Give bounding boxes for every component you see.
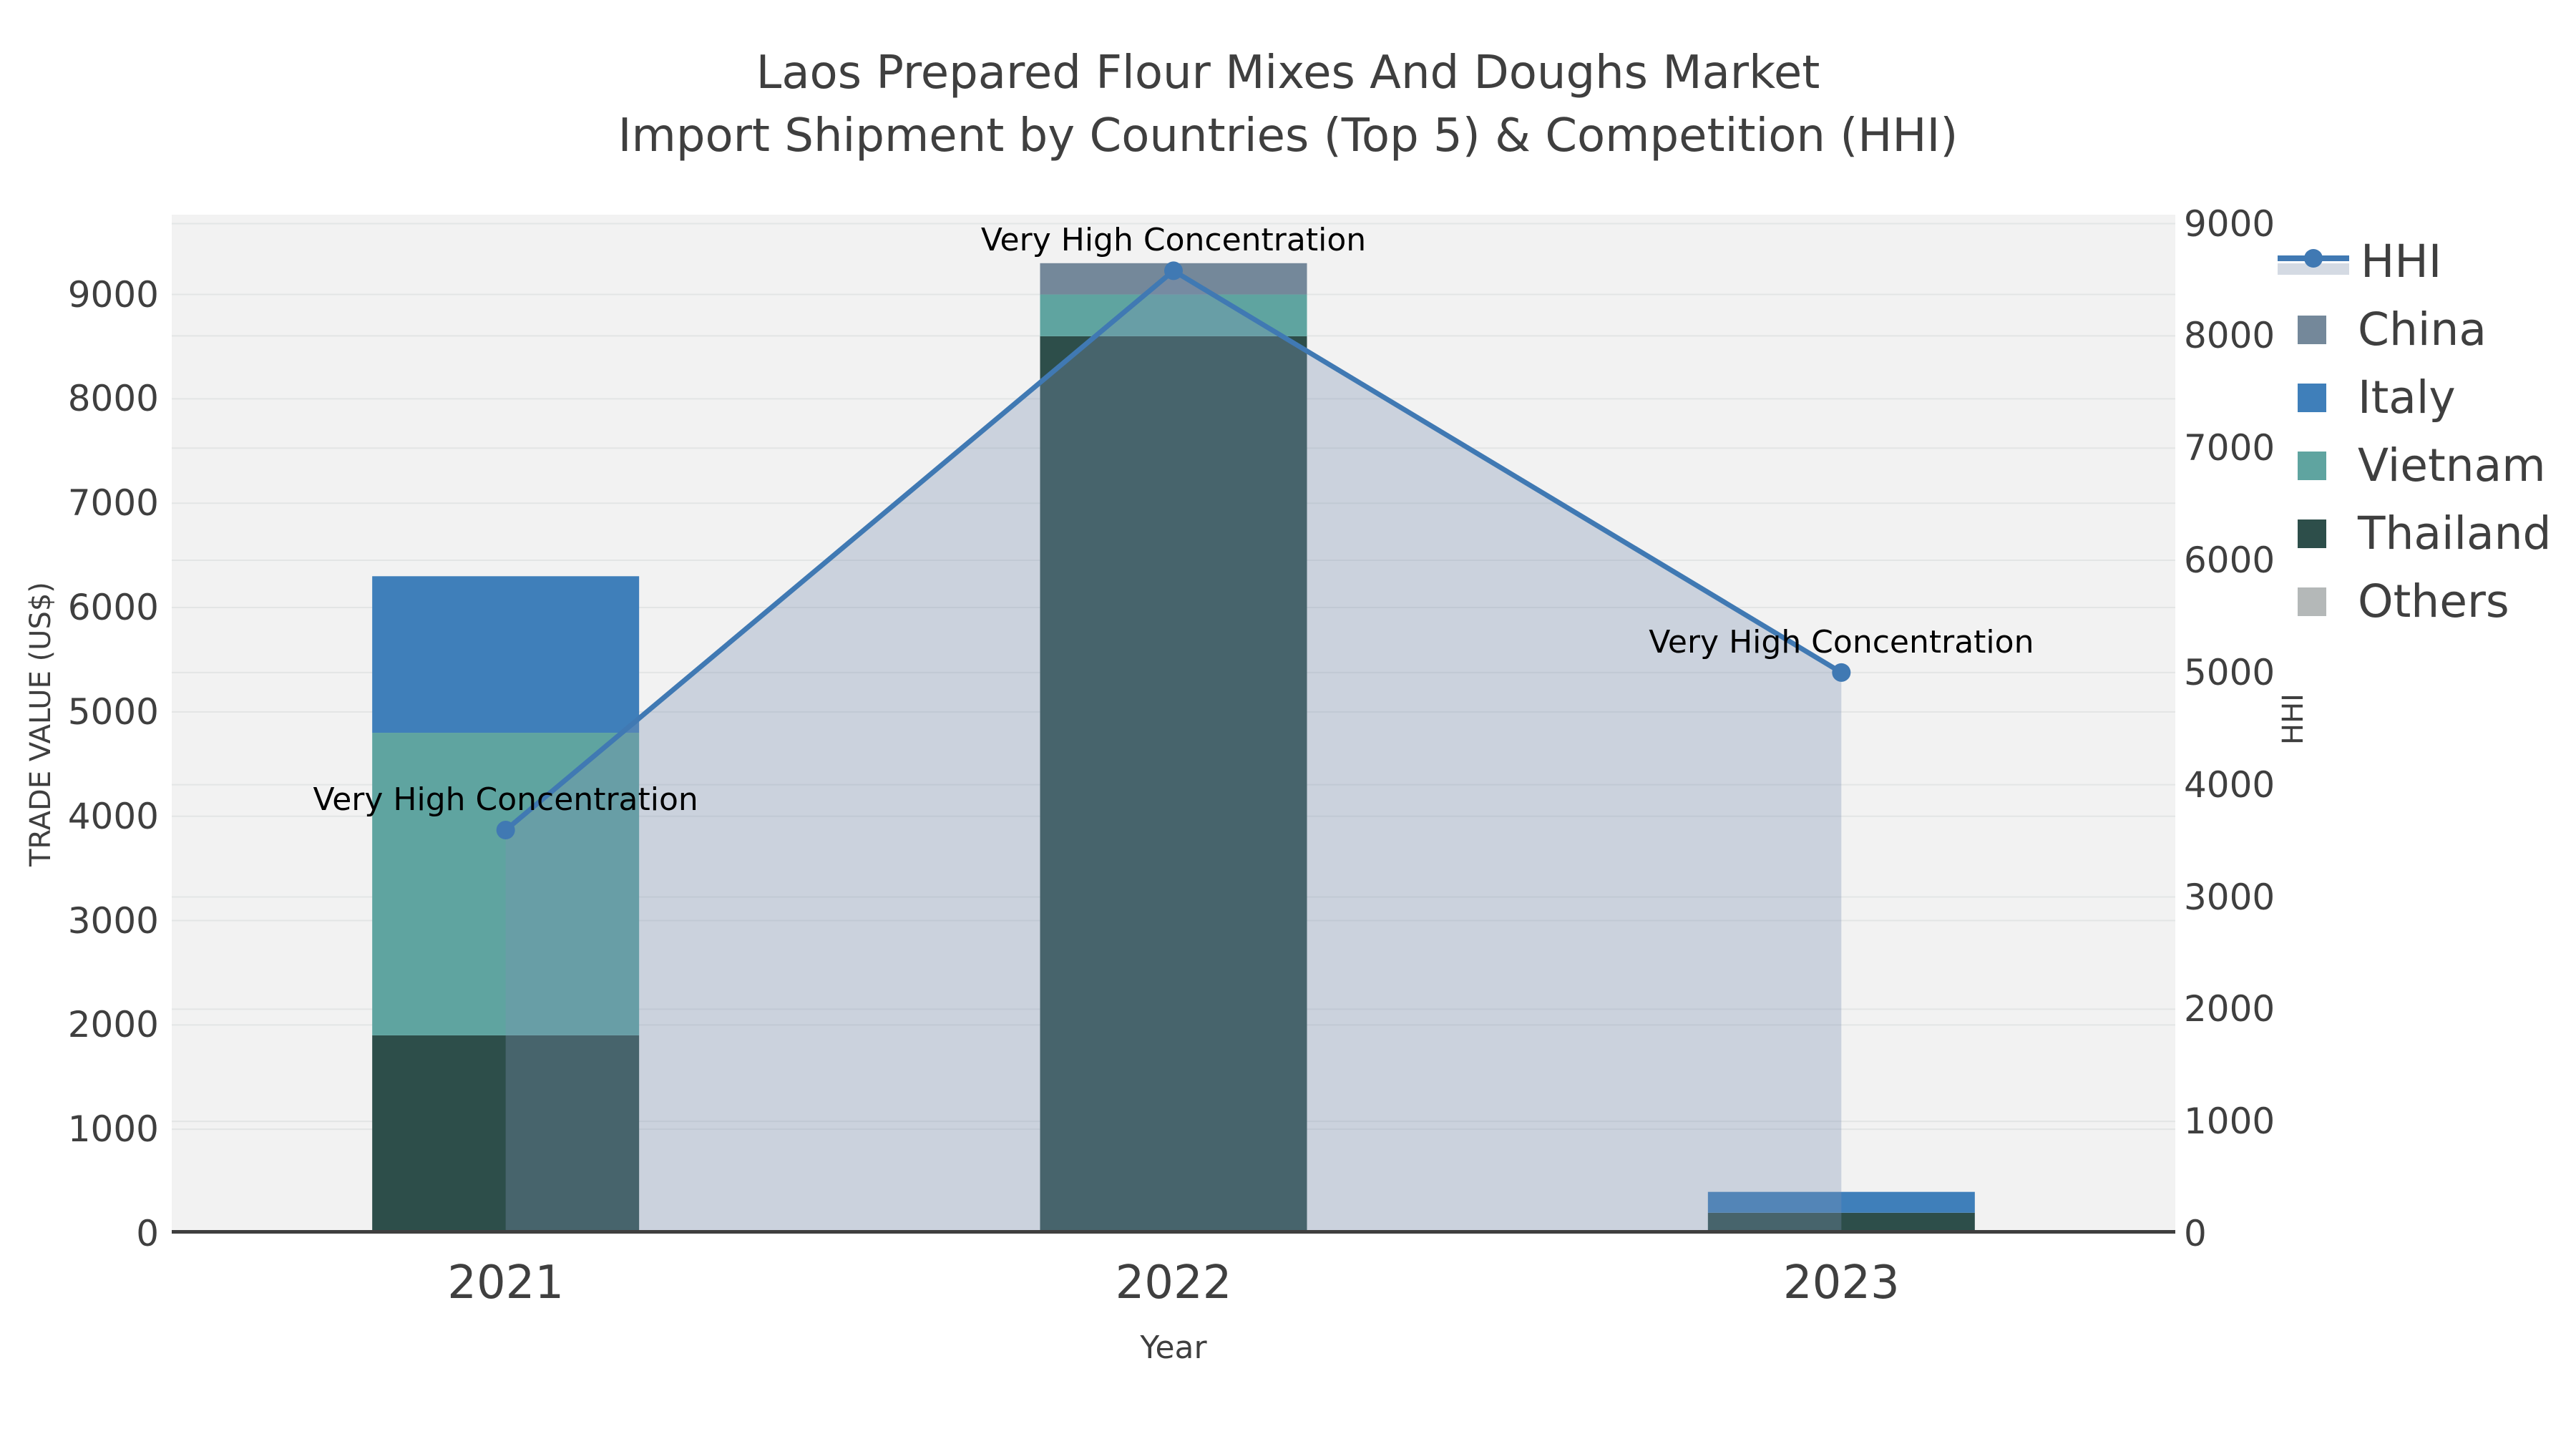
left-tick-2000: 2000	[67, 1004, 159, 1046]
legend-item-hhi: HHI	[2273, 228, 2576, 296]
chart-title-line1: Laos Prepared Flour Mixes And Doughs Mar…	[756, 47, 1820, 99]
china-swatch-icon	[2298, 315, 2326, 344]
bar-thailand-2021	[372, 1035, 640, 1234]
italy-swatch-icon	[2298, 383, 2326, 412]
x-tick-2021: 2021	[447, 1257, 565, 1309]
legend-label-thailand: Thailand	[2358, 507, 2552, 560]
hhi-point-2022	[1164, 261, 1183, 280]
right-tick-6000: 6000	[2184, 540, 2275, 582]
left-tick-5000: 5000	[67, 691, 159, 733]
hhi-point-2023	[1832, 663, 1851, 682]
right-axis-title: HHI	[2277, 693, 2310, 745]
hhi-line-marker-icon	[2278, 248, 2349, 275]
x-axis-title: Year	[1140, 1330, 1207, 1366]
right-tick-0: 0	[2184, 1213, 2207, 1254]
right-tick-9000: 9000	[2184, 203, 2275, 245]
left-tick-7000: 7000	[67, 482, 159, 525]
bar-vietnam-2021	[372, 733, 640, 1035]
right-tick-7000: 7000	[2184, 427, 2275, 469]
left-tick-6000: 6000	[67, 587, 159, 629]
right-tick-3000: 3000	[2184, 876, 2275, 918]
legend-label-others: Others	[2358, 575, 2509, 628]
chart-title: Laos Prepared Flour Mixes And Doughs Mar…	[0, 42, 2576, 167]
right-tick-1000: 1000	[2184, 1101, 2275, 1143]
bar-italy-2023	[1707, 1191, 1975, 1213]
left-tick-1000: 1000	[67, 1108, 159, 1151]
legend-label-china: China	[2358, 303, 2487, 356]
legend: HHI China Italy Vietnam Thailand Others	[2273, 222, 2576, 650]
legend-item-italy: Italy	[2273, 364, 2576, 431]
left-tick-3000: 3000	[67, 899, 159, 942]
left-tick-9000: 9000	[67, 273, 159, 316]
x-tick-2022: 2022	[1115, 1257, 1232, 1309]
annotation-2021: Very High Concentration	[313, 781, 698, 819]
bar-thailand-2022	[1040, 336, 1307, 1234]
right-tick-4000: 4000	[2184, 763, 2275, 806]
bar-italy-2021	[372, 576, 640, 733]
right-tick-8000: 8000	[2184, 315, 2275, 357]
right-tick-2000: 2000	[2184, 988, 2275, 1030]
left-axis-title: TRADE VALUE (US$)	[24, 582, 57, 867]
legend-label-vietnam: Vietnam	[2358, 439, 2546, 492]
annotation-2023: Very High Concentration	[1649, 623, 2034, 660]
legend-item-thailand: Thailand	[2273, 499, 2576, 567]
plot-area	[172, 215, 2175, 1234]
left-tick-4000: 4000	[67, 795, 159, 837]
legend-item-china: China	[2273, 296, 2576, 364]
right-tick-5000: 5000	[2184, 651, 2275, 693]
bar-vietnam-2022	[1040, 294, 1307, 336]
hhi-area	[505, 270, 1842, 1234]
legend-label-hhi: HHI	[2361, 235, 2442, 288]
legend-item-vietnam: Vietnam	[2273, 431, 2576, 499]
hhi-point-2021	[496, 821, 515, 840]
chart-canvas	[172, 223, 2175, 1234]
chart-title-line2: Import Shipment by Countries (Top 5) & C…	[618, 109, 1958, 162]
x-tick-2023: 2023	[1782, 1257, 1900, 1309]
legend-item-others: Others	[2273, 567, 2576, 635]
thailand-swatch-icon	[2298, 519, 2326, 548]
left-tick-8000: 8000	[67, 378, 159, 420]
others-swatch-icon	[2298, 587, 2326, 616]
legend-label-italy: Italy	[2358, 371, 2456, 424]
vietnam-swatch-icon	[2298, 451, 2326, 480]
annotation-2022: Very High Concentration	[980, 222, 1367, 259]
left-tick-0: 0	[136, 1213, 159, 1254]
